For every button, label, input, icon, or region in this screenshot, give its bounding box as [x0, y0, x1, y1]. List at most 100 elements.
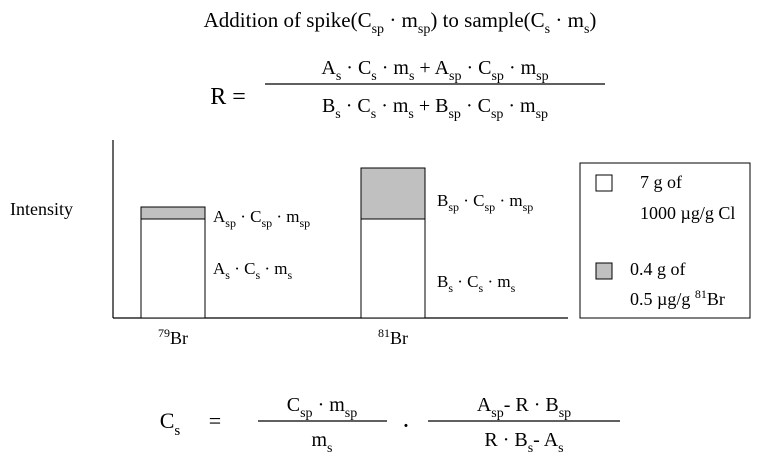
text-run: 0.4 g of [630, 259, 686, 279]
axis-label: Intensity [10, 199, 73, 219]
text-run: + B [414, 95, 449, 117]
text-run: A [477, 394, 492, 416]
multiply-dot: · [402, 411, 411, 440]
text-run: · C [453, 272, 479, 291]
text-run: R · B [484, 429, 527, 451]
subscript: sp [485, 200, 496, 214]
text-run: · m [384, 8, 418, 32]
subscript: sp [491, 406, 503, 421]
subscript: s [558, 441, 563, 456]
text-run: · C [341, 95, 371, 117]
text-run: · m [550, 8, 584, 32]
formula-denominator: Bs​ · Cs​ · ms​ + Bsp​ · Csp​ · msp​ [322, 95, 548, 122]
text-run: ) [589, 8, 596, 32]
text-run: · m [483, 272, 510, 291]
subscript: s [479, 281, 484, 295]
superscript: 81 [695, 287, 707, 301]
text-run: B [437, 272, 448, 291]
subscript: s [336, 69, 341, 84]
text-run: Intensity [10, 199, 73, 219]
text-run: - R · B [504, 394, 559, 416]
text-run: · m [313, 394, 346, 416]
equals-sign: = [209, 408, 221, 433]
formula-numerator: Csp​ · msp​ [287, 394, 357, 421]
text-run: C [287, 394, 300, 416]
subscript: sp [448, 200, 459, 214]
subscript: sp [523, 200, 534, 214]
subscript: s [225, 268, 230, 282]
formula-lhs: R = [210, 84, 246, 110]
subscript: s [409, 69, 414, 84]
subscript: sp [559, 406, 571, 421]
text-run: · C [341, 57, 371, 79]
text-run: · C [461, 57, 491, 79]
text-run: · m [377, 57, 410, 79]
subscript: sp [491, 107, 503, 122]
text-run: B [437, 191, 448, 210]
subscript: sp [418, 22, 430, 37]
text-run: · m [495, 191, 522, 210]
subscript: s [288, 268, 293, 282]
text-run: m [311, 429, 327, 451]
text-run: A [321, 57, 336, 79]
formula-denominator: ms​ [311, 429, 332, 456]
spike-bar [140, 206, 206, 220]
subscript: s [448, 281, 453, 295]
legend-text: 7 g of [640, 172, 682, 192]
text-run: Br [707, 289, 725, 309]
text-run: · C [236, 207, 262, 226]
title: Addition of spike(Csp​ · msp​) to sample… [204, 8, 597, 37]
subscript: sp [300, 406, 312, 421]
sample-bar [140, 218, 206, 319]
text-run: Addition of spike(C [204, 8, 372, 32]
segment-label: Bs​ · Cs​ · ms​ [437, 272, 516, 295]
text-run: · m [272, 207, 299, 226]
text-run: - A [533, 429, 559, 451]
subscript: sp [225, 216, 236, 230]
formula-numerator: As​ · Cs​ · ms​ + Asp​ · Csp​ · msp​ [321, 57, 548, 84]
isotope-label: 81Br [378, 326, 408, 348]
segment-label: As​ · Cs​ · ms​ [213, 259, 293, 282]
subscript: sp [372, 22, 384, 37]
subscript: sp [448, 107, 460, 122]
subscript: s [371, 107, 376, 122]
segment-label: Bsp​ · Csp​ · msp​ [437, 191, 533, 214]
legend-text: 0.4 g of [630, 259, 686, 279]
text-run: + A [414, 57, 449, 79]
text-run: A [213, 207, 226, 226]
legend-swatch [595, 174, 613, 192]
text-run: · m [504, 57, 537, 79]
text-run: · m [376, 95, 409, 117]
legend-swatch [595, 262, 613, 280]
subscript: s [255, 268, 260, 282]
subscript: s [528, 441, 533, 456]
text-run: · m [260, 259, 287, 278]
text-run: Br [170, 328, 188, 348]
segment-label: Asp​ · Csp​ · msp​ [213, 207, 310, 230]
isotope-label: 79Br [158, 326, 188, 348]
text-run: R = [210, 84, 246, 110]
formula-denominator: R · Bs​- As​ [484, 429, 563, 456]
subscript: s [327, 441, 332, 456]
text-run: B [322, 95, 335, 117]
subscript: sp [536, 69, 548, 84]
subscript: s [371, 69, 376, 84]
subscript: s [511, 281, 516, 295]
text-run: · C [230, 259, 256, 278]
subscript: sp [300, 216, 311, 230]
subscript: s [335, 107, 340, 122]
text-run: · C [459, 191, 485, 210]
text-run: 7 g of [640, 172, 682, 192]
subscript: sp [491, 69, 503, 84]
subscript: sp [449, 69, 461, 84]
text-run: · C [461, 95, 491, 117]
subscript: s [545, 22, 550, 37]
subscript: s [174, 423, 180, 439]
subscript: s [408, 107, 413, 122]
formula-numerator: Asp​- R · Bsp​ [477, 394, 571, 421]
formula-lhs: Cs​ [160, 408, 181, 439]
subscript: s [584, 22, 589, 37]
superscript: 79 [158, 326, 170, 340]
subscript: sp [345, 406, 357, 421]
